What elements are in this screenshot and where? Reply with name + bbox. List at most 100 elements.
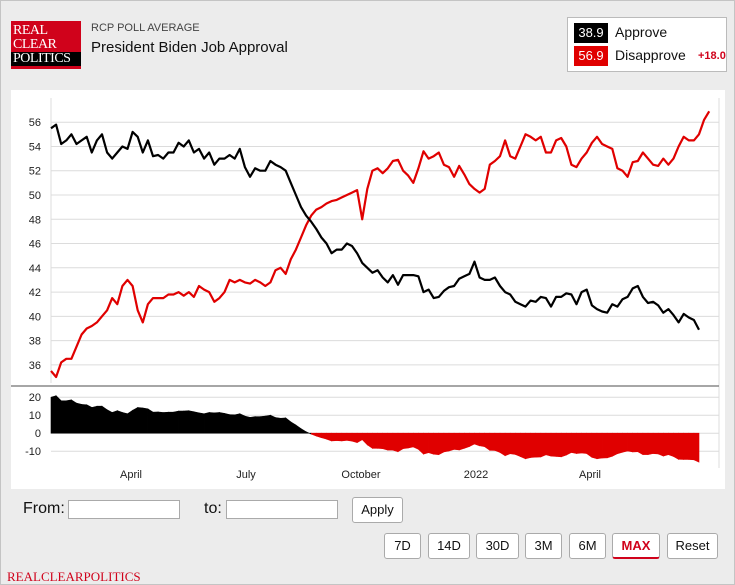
spread-y-ticks: 20 10 0 -10 (25, 392, 41, 458)
spread-bar (397, 432, 404, 453)
spread-bar (550, 432, 557, 457)
spread-bar (224, 413, 230, 434)
spread-bar (662, 432, 669, 457)
spread-bar (407, 432, 414, 449)
spread-bar (433, 432, 440, 455)
spread-bar (372, 432, 378, 449)
spread-bar (76, 402, 82, 434)
spread-bar (423, 432, 429, 455)
spread-bar (101, 405, 108, 434)
spread-bar (275, 417, 281, 434)
spread-bar (474, 432, 480, 447)
spread-bar (647, 432, 654, 455)
spread-bar (188, 410, 195, 434)
controls-bar: From: to: Apply 7D 14D 30D 3M 6M MAX Res… (1, 491, 734, 584)
spread-y-tick-label: 0 (35, 428, 41, 440)
spread-bar (494, 432, 501, 453)
range-6m-button[interactable]: 6M (569, 533, 606, 559)
spread-bar (203, 412, 210, 434)
spread-bar (71, 399, 77, 434)
spread-bar (264, 414, 271, 434)
chart-title: President Biden Job Approval (91, 39, 288, 56)
spread-bar (443, 432, 450, 453)
spread-bar (198, 412, 205, 434)
spread-bar (367, 432, 373, 449)
series-line-disapprove (50, 110, 711, 379)
spread-bar (412, 432, 419, 450)
apply-button[interactable]: Apply (352, 497, 403, 523)
disapprove-label: Disapprove (615, 47, 686, 63)
spread-bar (509, 432, 516, 455)
spread-bar (300, 428, 307, 434)
reset-button[interactable]: Reset (667, 533, 718, 559)
main-y-tick-label: 48 (29, 214, 41, 226)
spread-bar (596, 432, 603, 460)
spread-bar (637, 432, 644, 456)
range-14d-button[interactable]: 14D (428, 533, 470, 559)
spread-bar (576, 432, 582, 454)
spread-bar (346, 432, 353, 442)
spread-bar (229, 414, 235, 434)
spread-bar (555, 432, 562, 458)
spread-bar (545, 432, 552, 457)
spread-value: +18.0 (698, 50, 726, 62)
approve-label: Approve (615, 24, 668, 40)
from-date-input[interactable] (68, 500, 180, 519)
range-3m-button[interactable]: 3M (525, 533, 562, 559)
range-max-button[interactable]: MAX (612, 533, 660, 559)
to-date-input[interactable] (226, 500, 338, 519)
spread-bar (535, 432, 542, 458)
spread-bar (622, 432, 628, 453)
range-30d-button[interactable]: 30D (476, 533, 519, 559)
spread-bar (142, 407, 149, 434)
spread-bar (351, 432, 358, 443)
spread-bar (586, 432, 593, 458)
spread-bar (219, 412, 225, 434)
logo-line-real: REAL (13, 23, 48, 38)
chart-area[interactable]: 36 38 40 42 44 46 48 50 52 54 56 20 10 0 -10 April Jul… (11, 90, 725, 489)
chart-svg[interactable]: 36 38 40 42 44 46 48 50 52 54 56 20 10 0 -10 April Jul… (11, 90, 725, 489)
spread-bar (361, 432, 368, 446)
x-axis-tick-label: April (120, 469, 142, 481)
spread-bar (428, 432, 434, 455)
spread-bar (520, 432, 526, 460)
spread-bar (295, 424, 302, 434)
spread-bar (310, 432, 317, 437)
spread-bar (117, 410, 123, 434)
spread-bar (392, 432, 399, 453)
spread-bar (591, 432, 598, 460)
spread-bar (611, 432, 618, 457)
spread-bar (479, 432, 486, 448)
spread-bar (132, 406, 139, 434)
series-line-approve (50, 123, 700, 331)
spread-bar (560, 432, 567, 458)
main-grid (50, 98, 720, 468)
spread-bar (627, 432, 633, 453)
spread-bar (617, 432, 623, 455)
main-y-tick-label: 52 (29, 166, 41, 178)
spread-bar (147, 408, 154, 434)
range-7d-button[interactable]: 7D (384, 533, 421, 559)
spread-bar (316, 432, 322, 439)
x-axis-labels: April July October 2022 April (120, 469, 601, 481)
spread-bar (463, 432, 470, 449)
spread-bar (566, 432, 572, 456)
spread-bar (341, 432, 348, 442)
x-axis-tick-label: April (579, 469, 601, 481)
spread-bar (606, 432, 613, 459)
spread-bar (540, 432, 547, 458)
rcp-logo[interactable]: REAL CLEAR POLITICS (11, 21, 81, 69)
spread-bar (448, 432, 455, 452)
spread-bar (234, 413, 241, 434)
spread-bar (208, 412, 215, 434)
spread-bar (453, 432, 460, 451)
spread-bar (377, 432, 383, 450)
spread-area (50, 395, 700, 463)
spread-bar (678, 432, 684, 460)
spread-bar (239, 413, 246, 434)
spread-bar (387, 432, 394, 451)
footer-brand[interactable]: REALCLEARPOLITICS (7, 569, 141, 584)
main-y-tick-label: 40 (29, 311, 41, 323)
spread-bar (254, 416, 261, 434)
